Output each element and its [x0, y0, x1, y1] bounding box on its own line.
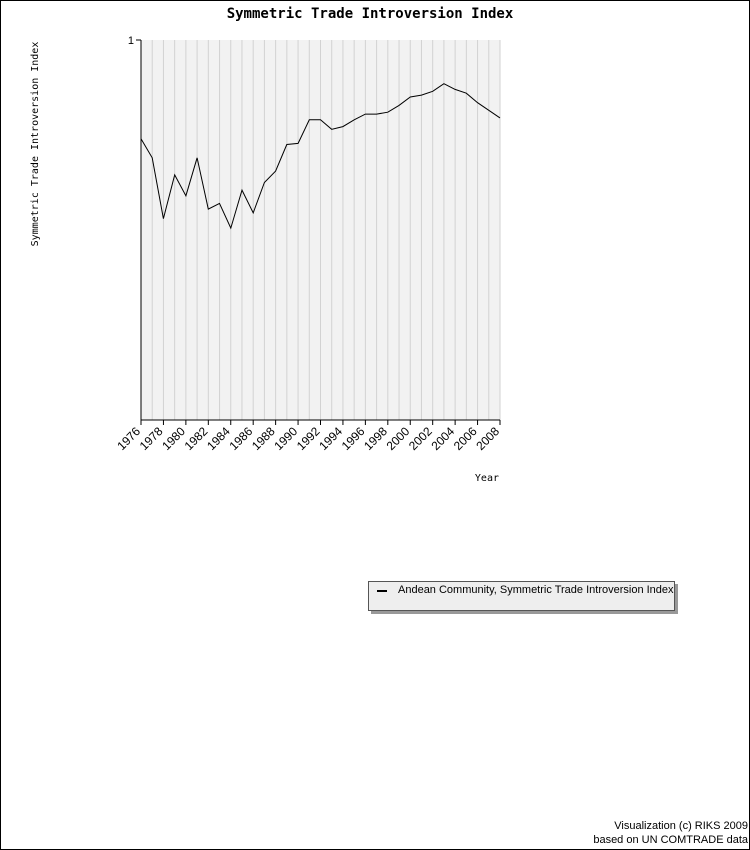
- chart-title: Symmetric Trade Introversion Index: [227, 6, 514, 22]
- x-tick-label: 1986: [227, 424, 256, 453]
- x-tick-label: 2000: [384, 424, 413, 453]
- x-tick-label: 1994: [316, 424, 345, 453]
- x-tick-label: 1990: [271, 424, 300, 453]
- series-line: [140, 83, 501, 230]
- y-tick-label: 1: [128, 35, 134, 47]
- credits: Visualization (c) RIKS 2009 based on UN …: [593, 819, 748, 847]
- x-tick-label: 1992: [294, 424, 323, 453]
- x-tick-label: 2006: [451, 424, 480, 453]
- x-tick-label: 2004: [428, 424, 457, 453]
- x-tick-label: 1980: [159, 424, 188, 453]
- x-tick-label: 1984: [204, 424, 233, 453]
- x-tick-label: 1996: [339, 424, 368, 453]
- x-axis-label: Year: [475, 473, 499, 484]
- legend-label: Andean Community, Symmetric Trade Introv…: [398, 584, 674, 596]
- credits-line-1: Visualization (c) RIKS 2009: [614, 820, 748, 832]
- x-tick-label: 2002: [406, 424, 435, 453]
- x-tick-label: 1998: [361, 424, 390, 453]
- legend: Andean Community, Symmetric Trade Introv…: [368, 581, 675, 611]
- x-tick-label: 1982: [182, 424, 211, 453]
- y-axis-label: Symmetric Trade Introversion Index: [30, 42, 41, 247]
- legend-swatch: [377, 590, 387, 592]
- x-tick-label: 1988: [249, 424, 278, 453]
- x-tick-label: 1976: [114, 424, 143, 453]
- x-tick-label: 1978: [137, 424, 166, 453]
- x-tick-label: 2008: [473, 424, 502, 453]
- credits-line-2: based on UN COMTRADE data: [593, 834, 748, 846]
